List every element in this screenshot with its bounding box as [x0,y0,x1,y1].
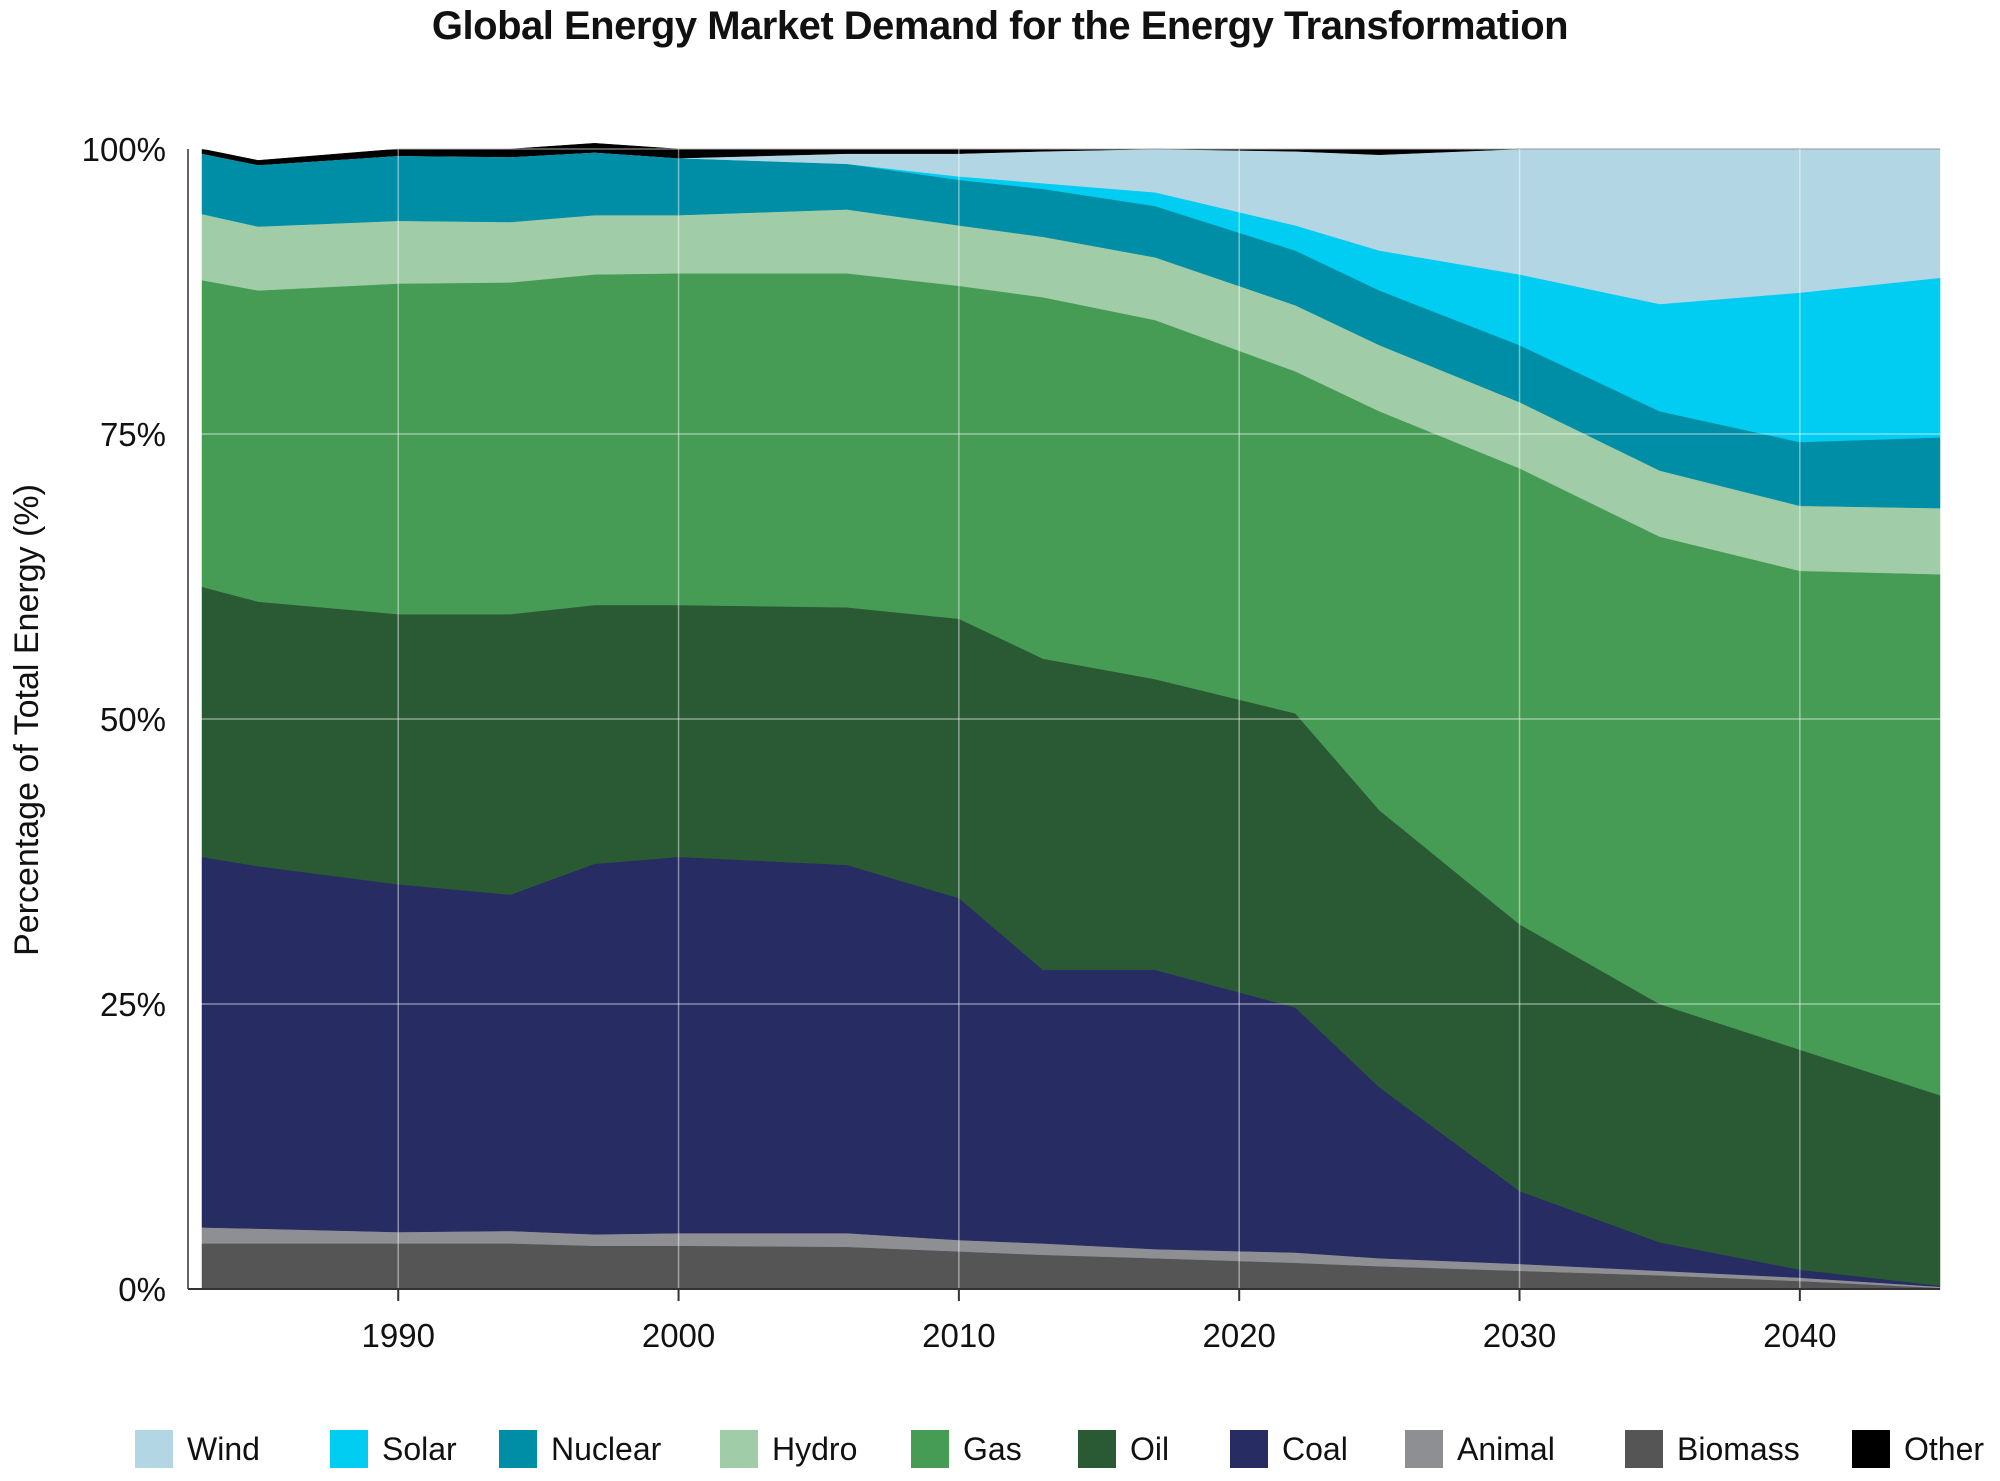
y-axis-title: Percentage of Total Energy (%) [8,484,46,956]
x-tick-label-1990: 1990 [362,1317,435,1354]
x-tick-label-2040: 2040 [1763,1317,1836,1354]
chart-title: Global Energy Market Demand for the Ener… [431,4,1569,48]
legend-label-other: Other [1904,1430,1985,1467]
legend-label-nuclear: Nuclear [551,1430,662,1467]
legend-item-solar: Solar [330,1424,457,1474]
legend-swatch-wind [135,1430,173,1468]
legend-label-gas: Gas [963,1430,1022,1467]
chart-plot: 1990 2000 2010 2020 2030 20400%25%50%75%100% … [8,131,1941,1354]
legend-swatch-other [1852,1430,1890,1468]
y-tick-label-50-: 50% [100,701,166,738]
legend-swatch-nuclear [499,1430,537,1468]
legend-swatch-coal [1230,1430,1268,1468]
x-tick-label-2000: 2000 [642,1317,715,1354]
legend-label-wind: Wind [187,1430,260,1467]
y-tick-label-0-: 0% [118,1271,166,1308]
legend-swatch-animal [1405,1430,1443,1468]
legend-item-gas: Gas [911,1424,1022,1474]
grid-lines [188,148,1940,1290]
x-tick-label-2030: 2030 [1483,1317,1556,1354]
area-other [201,143,1940,166]
legend-label-hydro: Hydro [772,1430,858,1467]
legend-swatch-gas [911,1430,949,1468]
tick-labels: 1990 2000 2010 2020 2030 2040 0% 25% 50% 75% 100% [82,131,1837,1354]
legend: Wind Solar Nuclear Hydro Gas Oil Coal Animal Bio… [0,1424,2000,1476]
y-tick-label-25-: 25% [100,986,166,1023]
legend-label-animal: Animal [1457,1430,1555,1467]
legend-item-coal: Coal [1230,1424,1348,1474]
x-tick-label-2010: 2010 [922,1317,995,1354]
legend-item-nuclear: Nuclear [499,1424,661,1474]
stacked-areas [201,143,1941,1290]
legend-label-oil: Oil [1130,1430,1170,1467]
legend-item-oil: Oil [1078,1424,1169,1474]
legend-item-hydro: Hydro [720,1424,857,1474]
legend-label-solar: Solar [382,1430,457,1467]
legend-swatch-hydro [720,1430,758,1468]
legend-swatch-oil [1078,1430,1116,1468]
legend-item-biomass: Biomass [1625,1424,1800,1474]
legend-item-wind: Wind [135,1424,260,1474]
legend-label-coal: Coal [1282,1430,1348,1467]
x-tick-label-2020: 2020 [1202,1317,1275,1354]
legend-swatch-solar [330,1430,368,1468]
legend-label-biomass: Biomass [1677,1430,1800,1467]
y-tick-label-100-: 100% [82,131,166,168]
legend-swatch-biomass [1625,1430,1663,1468]
legend-item-other: Other [1852,1424,1984,1474]
axes [187,149,1940,1301]
legend-item-animal: Animal [1405,1424,1555,1474]
y-tick-label-75-: 75% [100,416,166,453]
